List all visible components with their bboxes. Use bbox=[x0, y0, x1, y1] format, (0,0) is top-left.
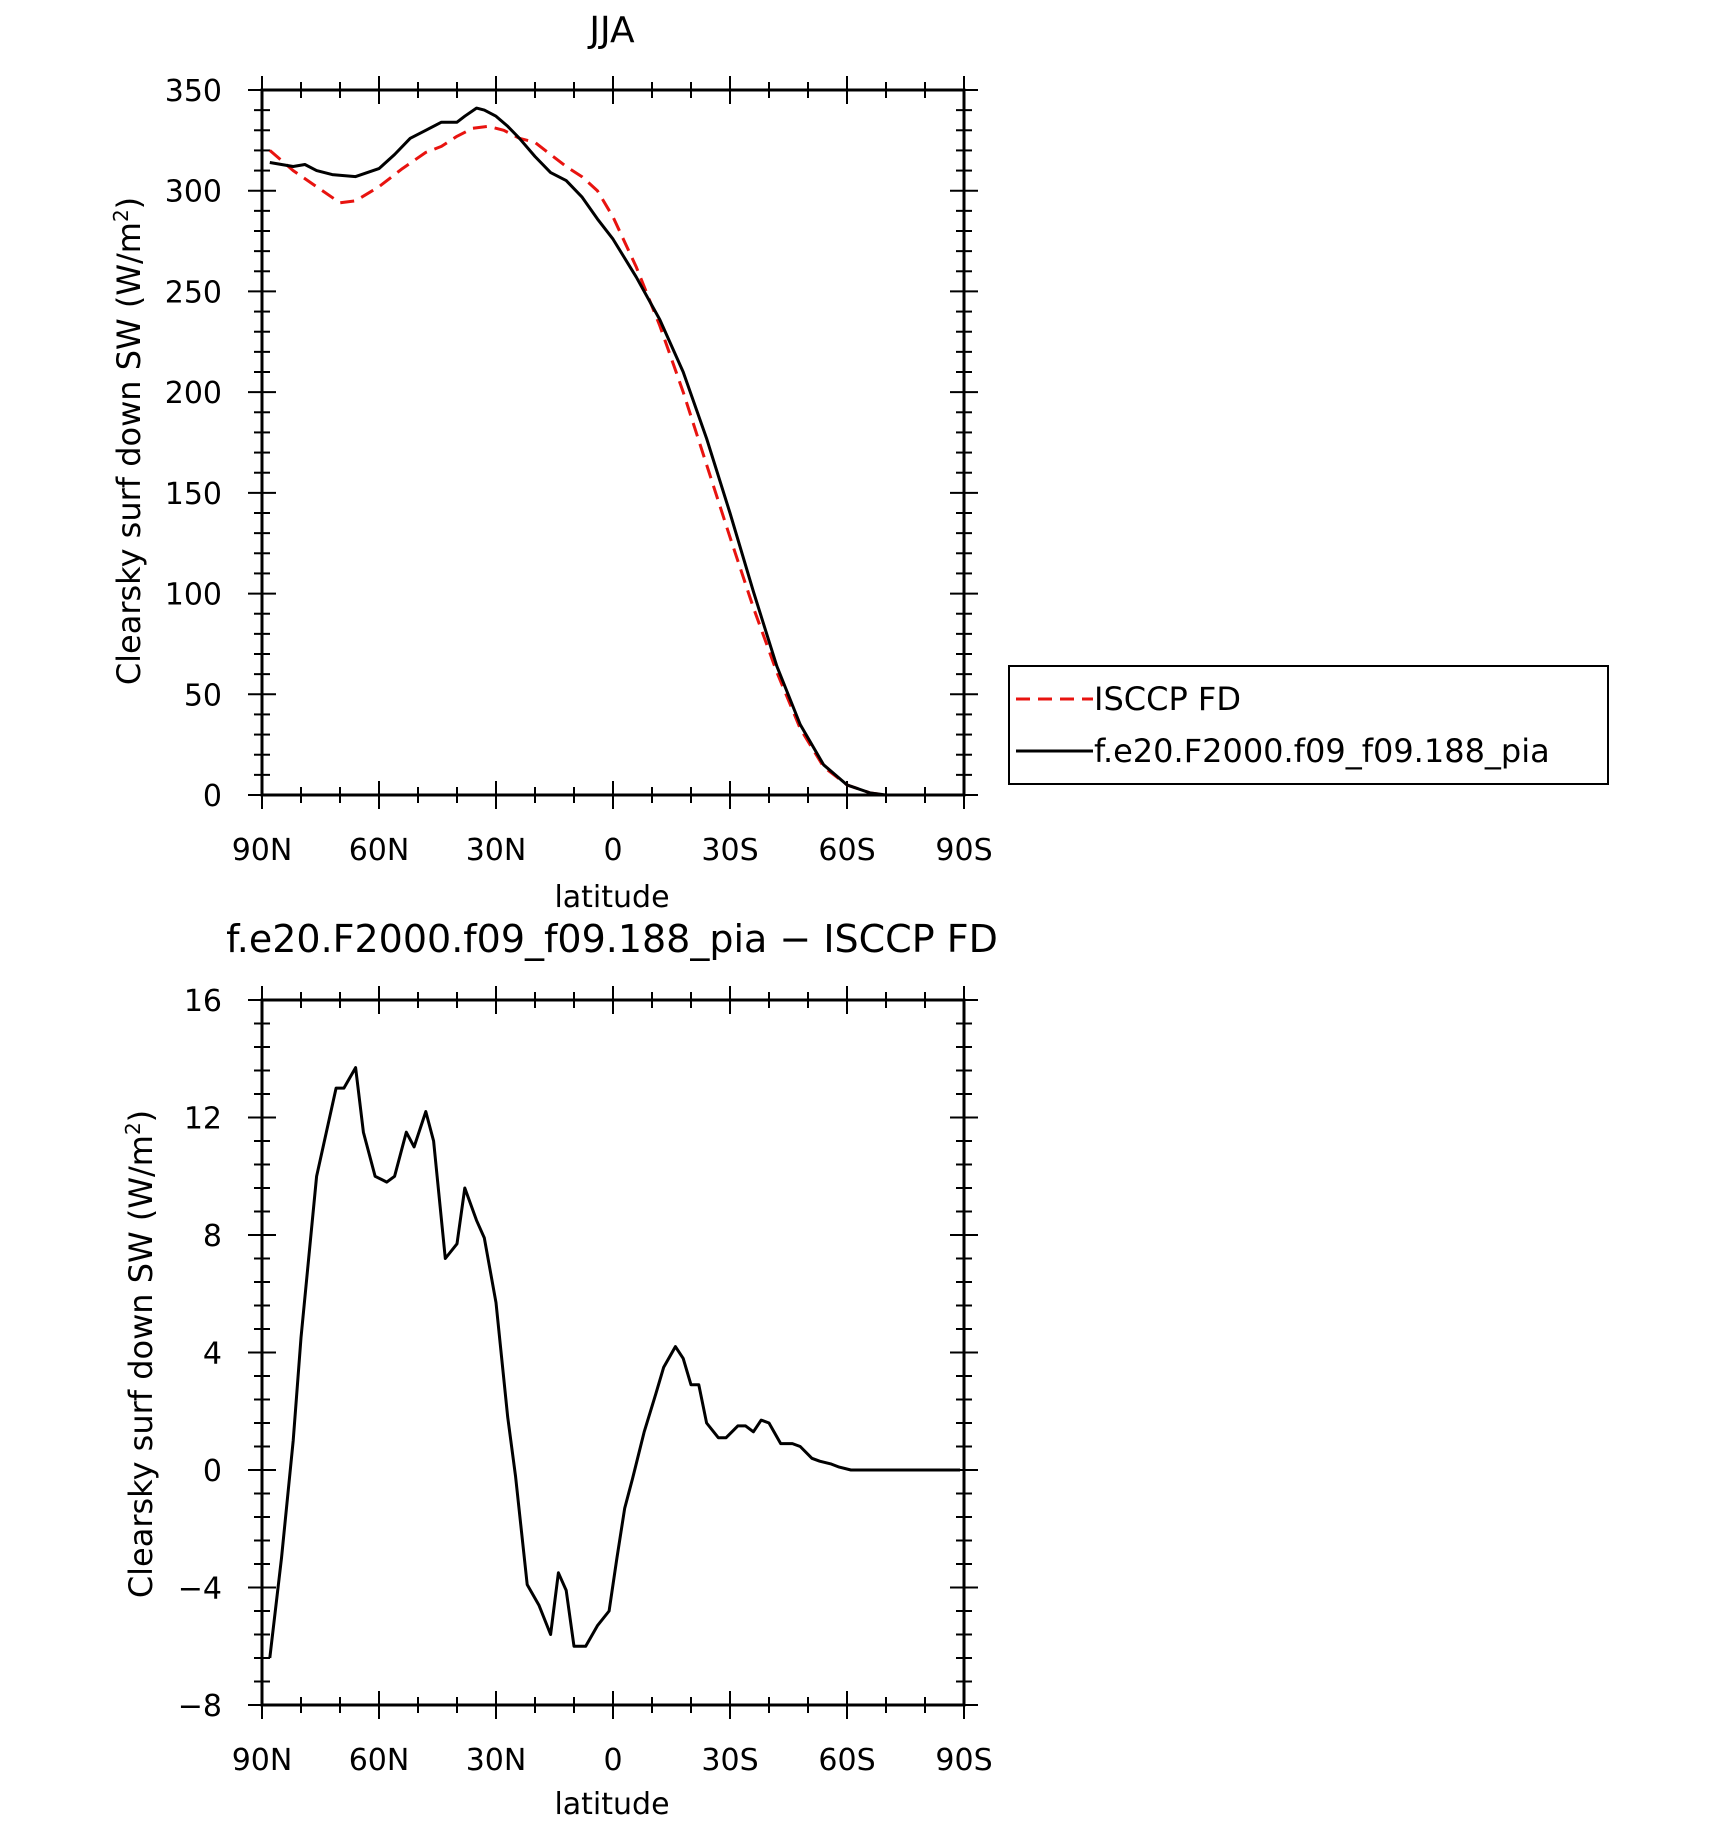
bottom-x-tick-label: 60S bbox=[818, 1743, 875, 1778]
top-y-axis-label-text: Clearsky surf down SW (W/m bbox=[110, 222, 148, 685]
top-y-tick-label: 150 bbox=[165, 477, 222, 512]
top-y-tick-label: 300 bbox=[165, 175, 222, 210]
bottom-y-tick-label: 8 bbox=[203, 1219, 222, 1254]
bottom-x-tick-label: 90N bbox=[232, 1743, 293, 1778]
bottom-x-axis-label: latitude bbox=[554, 1787, 669, 1822]
top-x-tick-label: 60N bbox=[349, 833, 410, 868]
top-series-line-1 bbox=[269, 106, 961, 797]
top-axis-ticks: 90N 60N 30N 0 30S 60S 90S 0 50 100 150 200 250 300 350 bbox=[165, 74, 993, 868]
top-y-tick-label: 250 bbox=[165, 275, 222, 310]
bottom-plot-frame bbox=[260, 998, 966, 1707]
bottom-series-line-0 bbox=[268, 1066, 961, 1659]
top-y-axis-label-superscript: 2 bbox=[109, 209, 133, 222]
bottom-x-tick-label: 90S bbox=[935, 1743, 992, 1778]
top-plot-frame bbox=[260, 88, 966, 797]
bottom-y-tick-label: −8 bbox=[178, 1689, 222, 1724]
bottom-x-tick-label: 30N bbox=[466, 1743, 527, 1778]
bottom-panel: f.e20.F2000.f09_f09.188_pia − ISCCP FD C… bbox=[121, 917, 998, 1822]
top-series-line-0 bbox=[268, 124, 961, 797]
top-x-tick-label: 30N bbox=[466, 833, 527, 868]
top-y-tick-label: 50 bbox=[184, 678, 222, 713]
bottom-y-axis-label-superscript: 2 bbox=[121, 1122, 145, 1135]
bottom-y-tick-label: 4 bbox=[203, 1337, 222, 1372]
top-panel: JJA Clearsky surf down SW (W/m2) latitud… bbox=[109, 10, 993, 915]
svg-text:Clearsky surf down SW (W/m2): Clearsky surf down SW (W/m2) bbox=[121, 1110, 160, 1598]
legend-box bbox=[1008, 665, 1609, 785]
top-x-tick-label: 0 bbox=[603, 833, 622, 868]
top-y-tick-label: 200 bbox=[165, 376, 222, 411]
bottom-x-tick-label: 0 bbox=[603, 1743, 622, 1778]
top-x-tick-label: 60S bbox=[818, 833, 875, 868]
top-x-axis-label: latitude bbox=[554, 880, 669, 915]
top-x-tick-label: 30S bbox=[701, 833, 758, 868]
bottom-y-axis-label-text: Clearsky surf down SW (W/m bbox=[122, 1135, 160, 1598]
top-y-axis-label-close: ) bbox=[110, 197, 148, 209]
bottom-y-tick-label: 16 bbox=[184, 984, 222, 1019]
bottom-plot-lines bbox=[268, 1066, 961, 1659]
legend: ISCCP FD f.e20.F2000.f09_f09.188_pia bbox=[1008, 665, 1609, 785]
bottom-x-tick-label: 60N bbox=[349, 1743, 410, 1778]
svg-text:Clearsky surf down SW (W/m2): Clearsky surf down SW (W/m2) bbox=[109, 197, 148, 685]
top-plot-lines bbox=[268, 106, 961, 797]
bottom-y-tick-label: 12 bbox=[184, 1102, 222, 1137]
bottom-y-axis-label: Clearsky surf down SW (W/m2) bbox=[121, 1110, 160, 1598]
top-y-axis-label: Clearsky surf down SW (W/m2) bbox=[109, 197, 148, 685]
bottom-y-tick-label: 0 bbox=[203, 1454, 222, 1489]
top-x-tick-label: 90S bbox=[935, 833, 992, 868]
bottom-chart-title: f.e20.F2000.f09_f09.188_pia − ISCCP FD bbox=[226, 917, 998, 961]
bottom-x-tick-label: 30S bbox=[701, 1743, 758, 1778]
legend-label-model: f.e20.F2000.f09_f09.188_pia bbox=[1094, 732, 1550, 770]
bottom-axis-ticks: 90N 60N 30N 0 30S 60S 90S −8 −4 0 4 8 12 16 bbox=[178, 984, 993, 1778]
top-y-tick-label: 100 bbox=[165, 578, 222, 613]
top-y-tick-label: 0 bbox=[203, 779, 222, 814]
top-y-tick-label: 350 bbox=[165, 74, 222, 109]
legend-label-isccp-fd: ISCCP FD bbox=[1094, 680, 1241, 718]
top-x-tick-label: 90N bbox=[232, 833, 293, 868]
bottom-y-tick-label: −4 bbox=[178, 1572, 222, 1607]
bottom-y-axis-label-close: ) bbox=[122, 1110, 160, 1122]
top-chart-title: JJA bbox=[587, 10, 635, 51]
